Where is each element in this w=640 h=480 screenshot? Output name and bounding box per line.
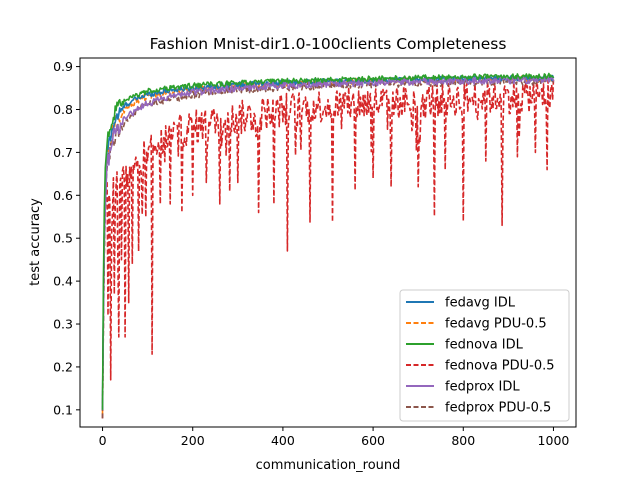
y-tick-label: 0.4 xyxy=(53,274,73,289)
legend: fedavg IDL fedavg PDU-0.5 fednova IDL fedno… xyxy=(399,289,570,422)
legend-label: fednova PDU-0.5 xyxy=(445,359,555,374)
legend-label: fedavg IDL xyxy=(445,296,516,311)
x-tick-label: 200 xyxy=(181,433,205,448)
series-line-fednova-idl xyxy=(101,72,555,410)
y-tick-label: 0.3 xyxy=(53,317,73,332)
y-tick-label: 0.6 xyxy=(53,188,73,203)
series-layer xyxy=(101,72,555,419)
legend-label: fednova IDL xyxy=(445,338,524,353)
legend-label: fedprox IDL xyxy=(445,380,520,395)
y-tick-label: 0.1 xyxy=(53,402,73,417)
x-tick-label: 400 xyxy=(271,433,295,448)
y-tick-label: 0.7 xyxy=(53,145,73,160)
y-tick-label: 0.8 xyxy=(53,102,73,117)
axes-frame xyxy=(79,57,577,428)
x-tick-label: 600 xyxy=(361,433,385,448)
y-axis-label: test accuracy xyxy=(28,198,43,286)
chart-title: Fashion Mnist-dir1.0-100clients Complete… xyxy=(150,35,507,53)
y-tick-label: 0.9 xyxy=(53,59,73,74)
x-axis-ticks: 0 200 400 600 800 1000 xyxy=(99,427,570,448)
y-tick-label: 0.2 xyxy=(53,359,73,374)
series-line-fedprox-idl xyxy=(101,76,555,410)
legend-box xyxy=(399,289,570,422)
legend-label: fedavg PDU-0.5 xyxy=(445,317,547,332)
x-tick-label: 800 xyxy=(451,433,475,448)
legend-label: fedprox PDU-0.5 xyxy=(445,401,551,416)
y-tick-label: 0.5 xyxy=(53,231,73,246)
x-tick-label: 0 xyxy=(99,433,107,448)
x-tick-label: 1000 xyxy=(538,433,570,448)
y-axis-ticks: 0.1 0.2 0.3 0.4 0.5 0.6 0.7 0.8 0.9 xyxy=(53,59,80,417)
series-line-fednova-pdu-0-5 xyxy=(101,77,555,419)
x-axis-label: communication_round xyxy=(256,458,401,473)
